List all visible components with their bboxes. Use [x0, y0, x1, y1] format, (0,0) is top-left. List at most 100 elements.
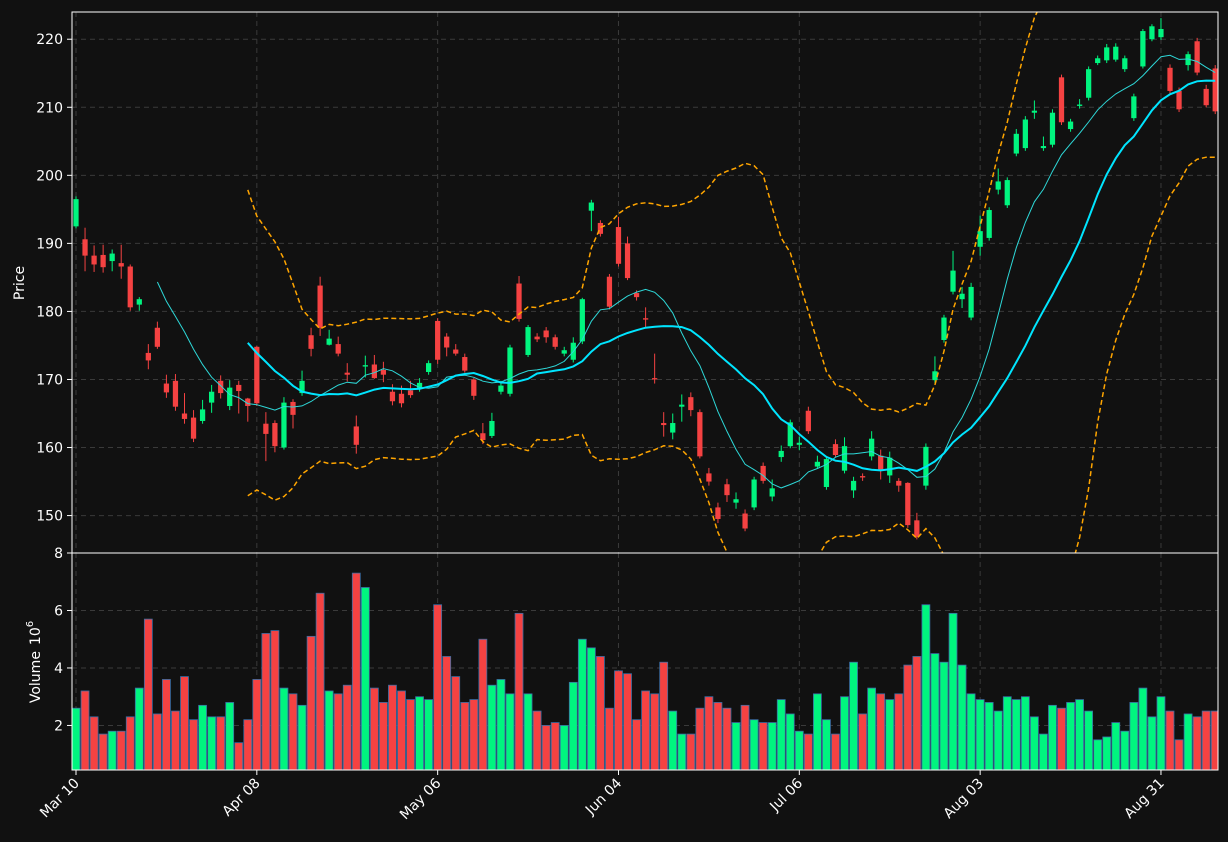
volume-bar [406, 699, 415, 770]
candle-body [444, 336, 450, 348]
volume-bar [704, 696, 714, 770]
volume-bar [234, 742, 244, 770]
volume-bar [858, 713, 867, 770]
bollinger-upper-line [247, 12, 1038, 413]
candle-body [163, 383, 170, 393]
volume-bar [740, 704, 750, 770]
candle-body [968, 286, 974, 318]
candle-body [1140, 31, 1146, 67]
candle-body [579, 299, 585, 342]
volume-bar [632, 719, 641, 770]
candle-body [742, 513, 748, 529]
volume-bar [424, 699, 433, 770]
volume-bar [351, 572, 361, 770]
volume-bar [785, 713, 795, 770]
volume-bar [1192, 716, 1202, 770]
volume-bar [722, 707, 732, 770]
volume-bar [559, 725, 569, 770]
candle-body [597, 222, 604, 234]
price-y-tick-label: 220 [36, 32, 63, 48]
candle-body [624, 243, 631, 279]
volume-panel-frame [71, 552, 1219, 771]
candle-body [1040, 146, 1047, 149]
candle-body [1167, 67, 1173, 91]
candle-body [1113, 46, 1119, 60]
candle-body [236, 384, 242, 392]
volume-bar [261, 633, 271, 770]
candle-body [679, 404, 685, 407]
candle-body [760, 465, 766, 481]
volume-bar [216, 716, 226, 770]
volume-bar [225, 702, 235, 770]
volume-y-axis-unit: 10 [28, 627, 44, 645]
volume-bar [695, 707, 705, 770]
volume-bar [125, 716, 135, 770]
volume-bar [840, 696, 849, 770]
volume-bar [532, 710, 542, 770]
candle-body [1104, 47, 1110, 61]
candle-body [932, 371, 938, 381]
candle-body [416, 382, 423, 389]
candle-body [453, 349, 459, 354]
candle-body [1095, 58, 1101, 64]
volume-bar [749, 719, 759, 770]
volume-y-tick-label: 2 [54, 718, 63, 734]
candle-body [208, 391, 215, 403]
volume-bar [1120, 730, 1130, 770]
candle-body [588, 202, 594, 211]
volume-bar [731, 722, 741, 770]
volume-bar [939, 661, 949, 770]
volume-bar [993, 710, 1003, 770]
volume-bar [369, 687, 379, 770]
volume-bar [116, 730, 126, 770]
volume-bar [207, 716, 216, 770]
candle-body [371, 364, 377, 379]
volume-y-tick-label: 4 [54, 661, 63, 677]
volume-bar [849, 661, 858, 770]
candle-body [127, 266, 133, 308]
volume-bar [767, 722, 777, 770]
volume-bar [514, 612, 524, 770]
volume-bar [948, 612, 958, 770]
candle-body [1149, 26, 1155, 40]
volume-bar [297, 704, 307, 770]
candle-body [218, 380, 224, 394]
candle-body [814, 461, 821, 467]
price-y-tick-label: 170 [36, 372, 63, 388]
candle-body [109, 253, 115, 262]
price-y-tick-label: 180 [36, 304, 63, 320]
candle-body [462, 357, 468, 371]
candle-body [751, 479, 757, 508]
candle-body [914, 520, 920, 537]
candle-body [435, 320, 441, 360]
volume-bar [659, 661, 669, 770]
volume-bar [867, 687, 877, 770]
volume-bar [1020, 696, 1030, 770]
candle-body [353, 426, 359, 445]
volume-bar [134, 687, 144, 770]
candle-body [850, 480, 857, 491]
volume-bar [605, 707, 614, 770]
volume-bar [152, 713, 162, 770]
candle-body [91, 255, 97, 265]
candle-body [1049, 112, 1056, 145]
volume-bar [1129, 702, 1139, 770]
volume-bar [966, 693, 976, 770]
volume-bar [668, 710, 678, 770]
volume-bar [596, 656, 605, 770]
candle-body [73, 199, 79, 227]
candle-body [615, 227, 622, 264]
candle-body [362, 365, 368, 367]
volume-bar [876, 693, 886, 770]
volume-bars [72, 572, 1218, 770]
candle-body [317, 285, 323, 328]
candle-body [145, 352, 151, 361]
volume-bar [143, 618, 153, 770]
candle-body [263, 423, 269, 434]
candle-body [905, 482, 911, 526]
volume-bar [614, 670, 623, 770]
candle-body [1176, 90, 1182, 110]
candle-body [878, 455, 884, 470]
candle-body [986, 210, 992, 238]
volume-bar [1030, 716, 1039, 770]
